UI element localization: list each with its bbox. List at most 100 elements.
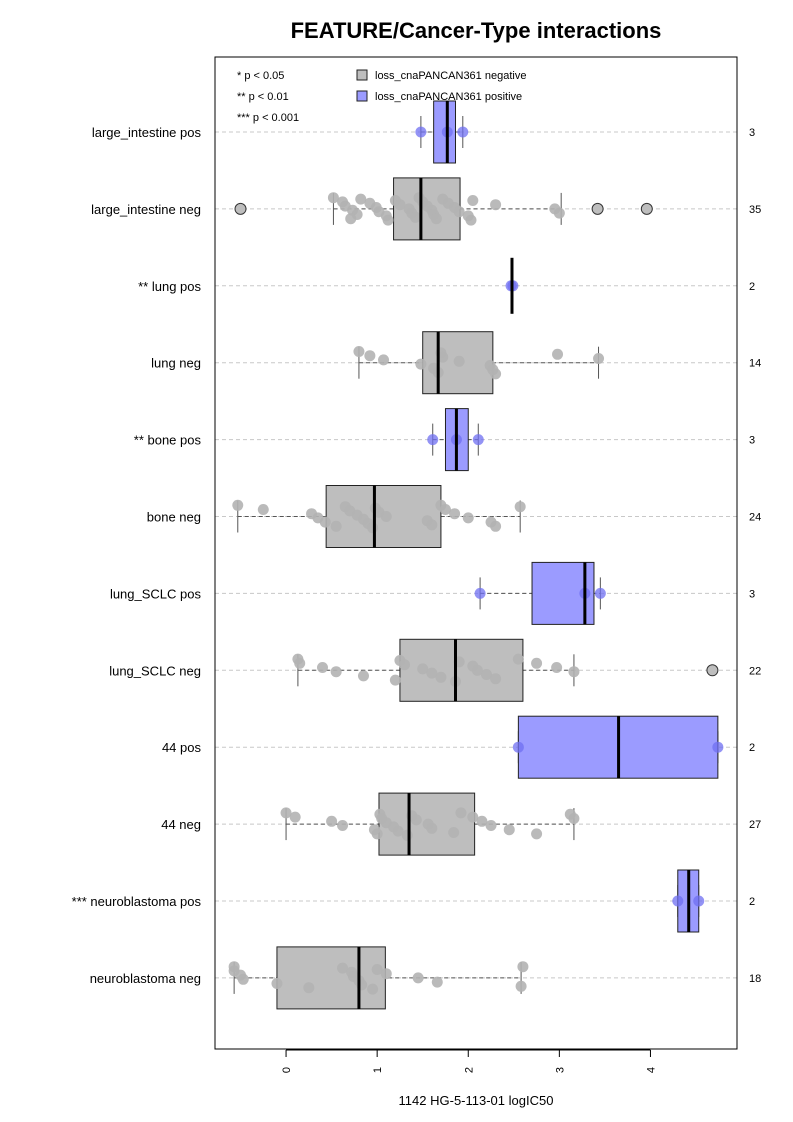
data-point [465, 214, 477, 226]
data-point [503, 824, 515, 836]
data-point [474, 587, 486, 599]
data-point [371, 964, 383, 975]
significance-legend-item: ** p < 0.01 [237, 91, 289, 103]
data-point [512, 653, 524, 665]
data-point [389, 674, 401, 686]
x-tick-label: 4 [645, 1067, 657, 1073]
data-point [280, 807, 292, 819]
data-point [357, 670, 369, 682]
row-count: 14 [749, 358, 761, 370]
data-point [330, 666, 342, 678]
data-point [531, 828, 543, 840]
row-count: 18 [749, 973, 761, 985]
data-point [449, 508, 461, 520]
row-count: 2 [749, 742, 755, 754]
data-point [417, 663, 429, 675]
data-point [410, 814, 422, 826]
row-count: 27 [749, 819, 761, 831]
data-point [398, 659, 410, 671]
data-point [490, 199, 502, 211]
data-point [353, 346, 365, 357]
data-point [552, 348, 564, 360]
data-point [271, 978, 283, 989]
row-label: 44 pos [162, 740, 202, 755]
legend-label: loss_cnaPANCAN361 positive [375, 91, 522, 103]
data-point [337, 962, 349, 974]
data-point [426, 519, 438, 531]
outlier-point [706, 664, 719, 677]
box-group-pos: large_intestine pos 3 [92, 100, 755, 164]
data-point [430, 213, 442, 225]
outlier-point [640, 202, 653, 215]
data-point [337, 820, 349, 831]
x-tick-label: 2 [463, 1067, 475, 1073]
box-group-pos: 44 pos 2 [162, 715, 755, 779]
row-count: 2 [749, 896, 755, 908]
data-point [327, 192, 339, 204]
data-point [378, 354, 390, 366]
x-tick-label: 0 [281, 1067, 293, 1073]
data-point [568, 813, 580, 824]
row-label: neuroblastoma neg [90, 971, 201, 986]
data-point [294, 657, 306, 669]
outlier-point [234, 202, 247, 215]
data-point [515, 980, 527, 992]
data-point [289, 811, 301, 823]
row-count: 35 [749, 204, 761, 216]
data-point [472, 434, 484, 446]
data-point [237, 973, 249, 985]
data-point [512, 741, 524, 753]
row-label: 44 neg [161, 817, 201, 832]
data-point [394, 199, 406, 211]
box-group-neg: large_intestine neg 35 [91, 177, 761, 241]
data-point [316, 662, 328, 673]
data-point [364, 350, 376, 362]
row-count: 2 [749, 281, 755, 293]
significance-legend-item: * p < 0.05 [237, 70, 284, 82]
data-point [326, 815, 338, 827]
box-iqr [276, 946, 386, 1010]
box-group-pos: lung_SCLC pos 3 [110, 561, 755, 625]
data-point [401, 829, 413, 841]
data-point [426, 822, 438, 834]
data-point [367, 522, 379, 534]
data-point [427, 434, 439, 446]
significance-legend-item: *** p < 0.001 [237, 112, 299, 124]
data-point [330, 520, 342, 532]
box-group-neg: lung_SCLC neg 22 [109, 638, 761, 702]
x-axis-label: 1142 HG-5-113-01 logIC50 [399, 1093, 554, 1108]
data-point [380, 511, 392, 522]
data-point [568, 666, 580, 678]
row-label: lung_SCLC pos [110, 586, 202, 601]
data-point [303, 982, 315, 994]
data-point [453, 206, 465, 218]
box-group-pos: *** neuroblastoma pos 2 [72, 869, 755, 933]
data-point [693, 895, 705, 907]
data-point [594, 587, 606, 599]
data-point [553, 207, 565, 219]
row-label: *** neuroblastoma pos [72, 894, 202, 909]
data-point [467, 811, 479, 823]
box-groups: large_intestine pos 3 large_intestine neg 3… [72, 100, 761, 1010]
row-count: 24 [749, 512, 761, 524]
data-point [457, 126, 469, 138]
row-count: 22 [749, 665, 761, 677]
legend-swatch [356, 69, 368, 81]
data-point [415, 126, 427, 138]
data-point [480, 669, 492, 680]
x-tick-label: 3 [554, 1067, 566, 1073]
data-point [232, 499, 244, 511]
data-point [672, 895, 684, 907]
data-point [409, 211, 421, 223]
data-point [455, 807, 467, 819]
data-point [490, 673, 502, 685]
row-label: large_intestine pos [92, 125, 202, 140]
chart-title: FEATURE/Cancer-Type interactions [291, 18, 662, 43]
data-point [426, 667, 438, 679]
data-point [593, 353, 605, 364]
data-point [439, 504, 451, 515]
row-label: ** bone pos [134, 433, 202, 448]
row-count: 3 [749, 435, 755, 447]
